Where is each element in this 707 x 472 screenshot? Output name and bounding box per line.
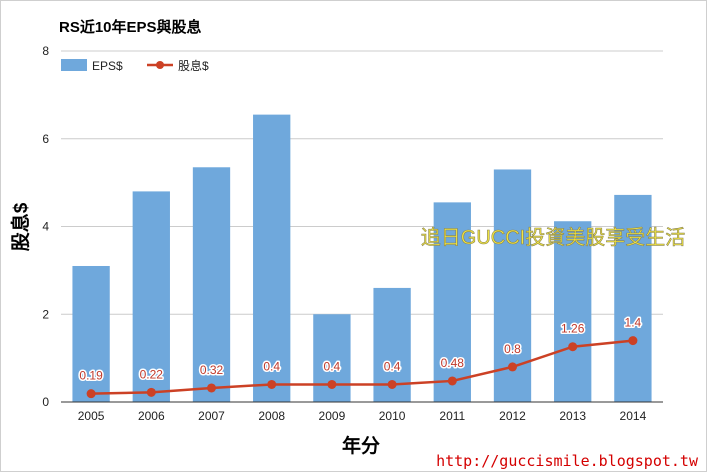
dividend-line-series: 0.19 0.22 0.32 0.4 0.4 0.4 0.48 0.8 1.26 1.4 [78, 314, 643, 399]
y-tick-label: 2 [42, 307, 49, 321]
dividend-point [146, 387, 156, 397]
y-axis-title: 股息$ [9, 202, 32, 251]
x-tick-label: 2014 [620, 409, 647, 423]
x-axis-title: 年分 [342, 434, 380, 457]
dividend-data-label: 1.26 [561, 322, 585, 336]
dividend-data-label: 0.48 [441, 356, 465, 370]
eps-bar [72, 265, 110, 402]
y-tick-label: 0 [42, 395, 49, 409]
legend-swatch-eps [61, 59, 87, 71]
eps-bar [253, 114, 291, 403]
eps-bar [614, 194, 652, 402]
dividend-data-label: 1.4 [625, 316, 642, 330]
x-axis-ticks: 2005 2006 2007 2008 2009 2010 2011 2012 2013 2014 [78, 409, 647, 423]
dividend-point [267, 379, 277, 389]
dividend-data-label: 0.8 [504, 342, 521, 356]
chart-title: RS近10年EPS與股息 [59, 18, 202, 36]
eps-bar [433, 202, 471, 402]
legend-label-eps: EPS$ [92, 59, 123, 73]
dividend-point [508, 362, 517, 372]
x-tick-label: 2011 [439, 409, 465, 423]
dividend-line [91, 339, 634, 395]
dividend-data-label: 0.4 [263, 359, 280, 373]
y-tick-label: 8 [42, 44, 49, 58]
x-tick-label: 2010 [379, 409, 406, 423]
x-tick-label: 2007 [198, 409, 225, 423]
x-tick-label: 2005 [78, 409, 105, 423]
x-tick-label: 2012 [499, 409, 526, 423]
x-tick-label: 2009 [319, 409, 346, 423]
eps-bar [554, 221, 592, 402]
source-url: http://guccismile.blogspot.tw [436, 452, 699, 470]
legend-marker-dividend [156, 61, 164, 69]
x-tick-label: 2006 [138, 409, 165, 423]
dividend-point [628, 336, 638, 346]
dividend-point [86, 389, 96, 399]
dividend-data-label: 0.32 [200, 363, 224, 377]
eps-bar [132, 191, 170, 402]
legend: EPS$ 股息$ [61, 58, 209, 73]
y-tick-label: 4 [42, 220, 49, 234]
y-axis-ticks: 0 2 4 6 8 [42, 44, 49, 409]
dividend-point [568, 342, 578, 352]
dividend-data-label: 0.4 [324, 359, 341, 373]
legend-label-dividend: 股息$ [178, 58, 209, 73]
x-tick-label: 2013 [559, 409, 586, 423]
eps-bar [192, 167, 231, 402]
x-tick-label: 2008 [258, 409, 285, 423]
dividend-point [327, 379, 337, 389]
watermark-text: 追日GUCCI投資美股享受生活 [421, 226, 685, 249]
dividend-point [447, 376, 457, 386]
y-tick-label: 6 [42, 132, 49, 146]
eps-bars [72, 114, 652, 403]
dividend-data-label: 0.4 [384, 359, 401, 373]
dividend-point [207, 383, 216, 393]
dividend-point [387, 379, 397, 389]
dividend-data-label: 0.19 [79, 369, 103, 383]
dividend-data-label: 0.22 [140, 367, 164, 381]
